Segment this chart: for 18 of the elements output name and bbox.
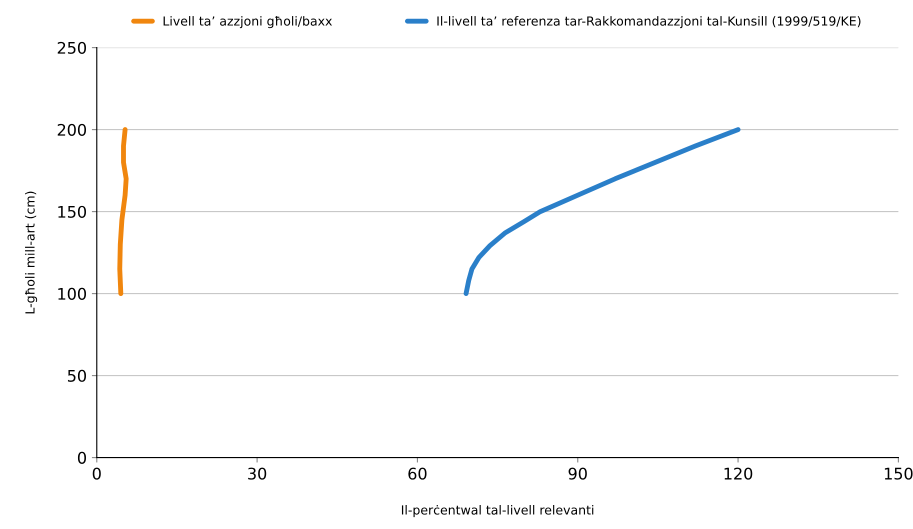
x-tick-label: 30 bbox=[248, 468, 266, 480]
y-tick-label: 200 bbox=[58, 124, 86, 136]
x-tick-label: 90 bbox=[568, 468, 587, 480]
x-axis-title: Il-perċentwal tal-livell relevanti bbox=[402, 504, 594, 518]
legend-label: Il-livell ta’ referenza tar-Rakkomandazzjoni tal-Kunsill (1999/519/KE) bbox=[437, 16, 860, 28]
y-tick-label: 50 bbox=[68, 370, 86, 382]
x-tick-label: 60 bbox=[408, 468, 427, 480]
x-tick-label: 120 bbox=[724, 468, 752, 480]
y-tick-label: 0 bbox=[78, 452, 86, 464]
y-tick-label: 150 bbox=[58, 206, 86, 218]
line-series bbox=[464, 127, 740, 296]
x-tick-label: 150 bbox=[884, 468, 913, 480]
line-series bbox=[117, 127, 129, 296]
x-tick-label: 0 bbox=[92, 468, 101, 480]
legend-label: Livell ta’ azzjoni għoli/baxx bbox=[164, 16, 332, 28]
y-axis-title: L-għoli mill-art (cm) bbox=[25, 192, 38, 314]
y-tick-label: 250 bbox=[58, 42, 86, 54]
y-tick-label: 100 bbox=[58, 288, 86, 300]
